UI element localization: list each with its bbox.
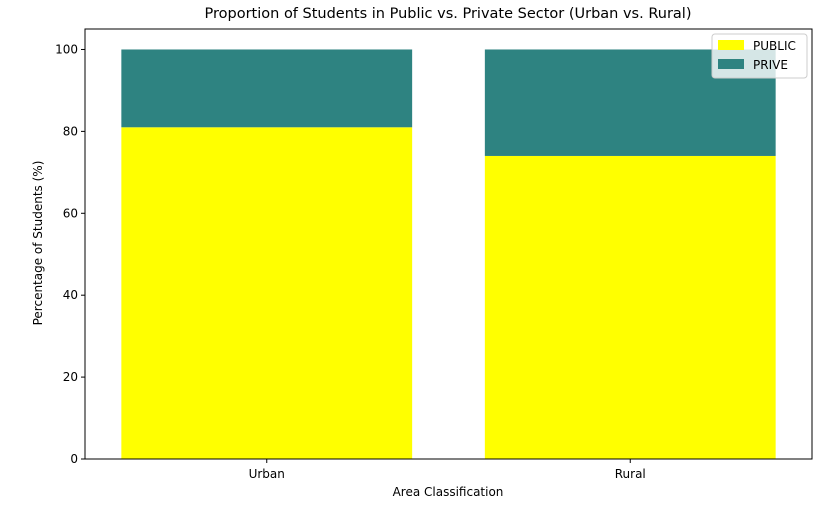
y-tick-label: 60 [63, 206, 78, 220]
y-tick-label: 80 [63, 124, 78, 138]
y-axis-label: Percentage of Students (%) [31, 161, 45, 326]
y-tick-label: 40 [63, 288, 78, 302]
bar-public-rural [484, 155, 776, 459]
legend-label-public: PUBLIC [753, 39, 796, 53]
legend-swatch-public [718, 40, 744, 50]
legend-swatch-prive [718, 59, 744, 69]
plot-area: Urban Rural 0 20 40 60 80 100 [55, 28, 813, 481]
chart-title: Proportion of Students in Public vs. Pri… [205, 6, 692, 22]
y-tick-label: 100 [55, 42, 78, 56]
bar-public-urban [121, 127, 413, 460]
y-tick-label: 20 [63, 370, 78, 384]
x-tick-label: Urban [249, 467, 285, 481]
legend-label-prive: PRIVE [753, 58, 788, 72]
x-axis-label: Area Classification [393, 485, 504, 499]
x-tick-label: Rural [615, 467, 646, 481]
y-tick-label: 0 [70, 452, 78, 466]
axes-frame [84, 28, 813, 460]
legend: PUBLIC PRIVE [711, 33, 808, 79]
bar-prive-urban [121, 49, 413, 128]
